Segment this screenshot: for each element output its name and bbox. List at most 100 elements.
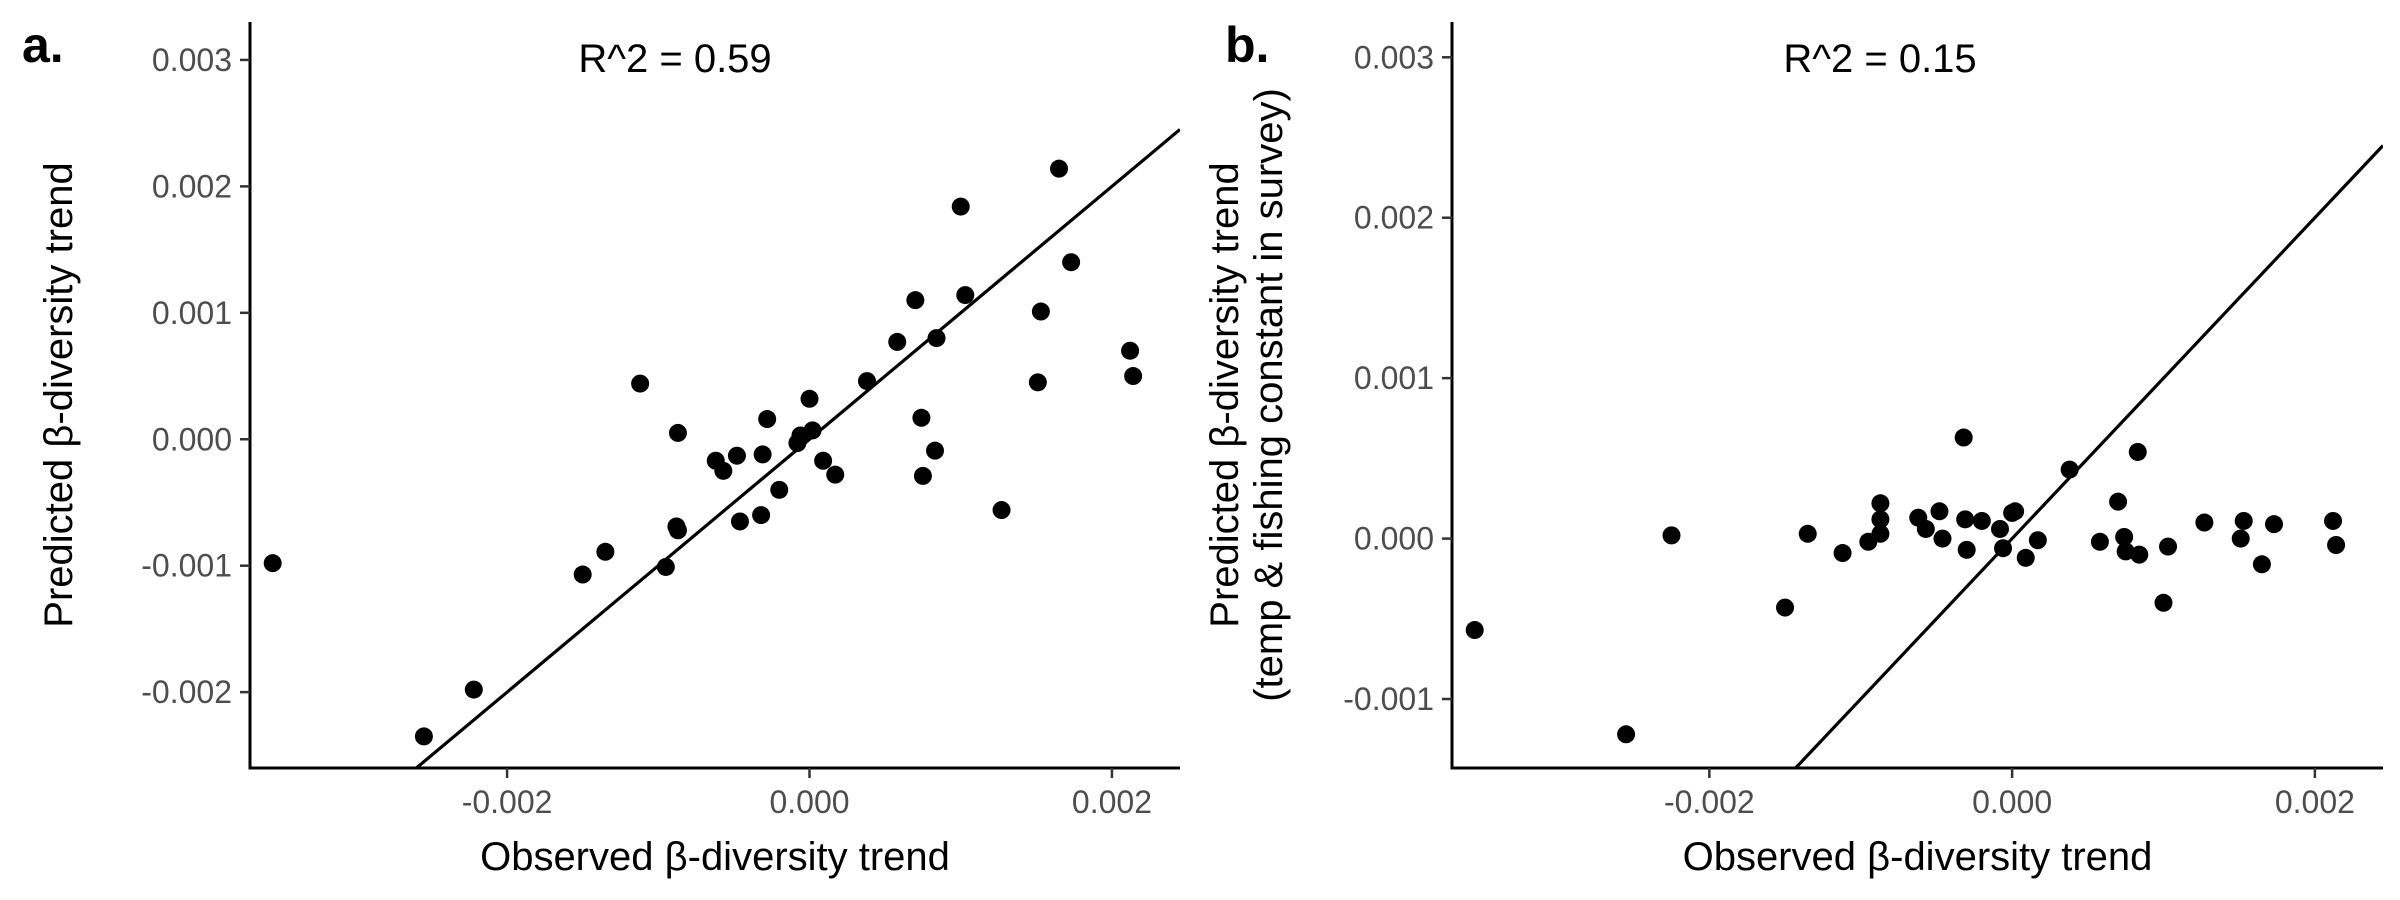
- data-point: [1031, 302, 1050, 321]
- data-point: [752, 506, 771, 525]
- identity-line: [1794, 144, 2383, 768]
- data-point: [1798, 524, 1817, 543]
- data-point: [913, 466, 932, 485]
- data-point: [1930, 502, 1949, 521]
- data-point: [714, 461, 733, 480]
- data-point: [2090, 532, 2109, 551]
- panel-a: -0.002 0.000 0.002 -0.002 -0.001 0.000 0.001 0.…: [22, 17, 1180, 879]
- data-point: [1776, 598, 1795, 617]
- data-point: [1062, 253, 1081, 272]
- data-point: [888, 332, 907, 351]
- y-axis-title-line: (temp & fishing constant in survey): [1247, 88, 1291, 702]
- data-point: [730, 512, 749, 531]
- data-point: [2006, 502, 2025, 521]
- data-point: [2130, 545, 2149, 564]
- x-tick-label: 0.000: [1972, 784, 2052, 820]
- data-point: [263, 554, 282, 573]
- x-tick-label: 0.002: [1072, 784, 1152, 820]
- data-point: [1972, 511, 1991, 530]
- data-point: [1956, 510, 1975, 529]
- x-axis-title: Observed β-diversity trend: [1683, 835, 2153, 879]
- data-point: [2327, 536, 2346, 555]
- data-point: [573, 565, 592, 584]
- data-point: [1124, 367, 1143, 386]
- data-point: [1121, 341, 1140, 360]
- data-point: [758, 410, 777, 429]
- data-point: [1833, 544, 1852, 563]
- data-point: [1954, 428, 1973, 447]
- data-point: [814, 451, 833, 470]
- y-tick-label: 0.003: [152, 42, 232, 78]
- data-point: [992, 501, 1011, 520]
- y-tick-label: -0.001: [141, 548, 232, 584]
- data-point: [2109, 492, 2128, 511]
- data-point: [2231, 529, 2250, 548]
- y-axis-title-line: Predicted β-diversity trend: [37, 162, 81, 627]
- data-point: [1991, 519, 2010, 538]
- x-tick-label: -0.002: [462, 784, 553, 820]
- data-point: [826, 465, 845, 484]
- y-tick-label: 0.000: [1354, 521, 1434, 557]
- data-point: [1617, 725, 1636, 744]
- data-point: [656, 557, 675, 576]
- data-point: [668, 423, 687, 442]
- data-point: [464, 680, 483, 699]
- y-tick-label: -0.002: [141, 674, 232, 710]
- data-point: [1050, 159, 1069, 178]
- data-point: [912, 408, 931, 427]
- data-point: [2060, 460, 2079, 479]
- y-tick-label: 0.002: [152, 168, 232, 204]
- data-point: [414, 727, 433, 746]
- data-point: [1871, 510, 1890, 529]
- panel-b: -0.002 0.000 0.002 -0.001 0.000 0.001 0.002 0.0…: [1203, 17, 2383, 879]
- data-point: [926, 441, 945, 460]
- data-point: [2016, 548, 2035, 567]
- data-point: [1871, 524, 1890, 543]
- data-point: [631, 374, 650, 393]
- data-point: [753, 445, 772, 464]
- data-point: [2324, 511, 2343, 530]
- data-point: [1871, 494, 1890, 513]
- data-point: [596, 542, 615, 561]
- data-point: [1957, 540, 1976, 559]
- panel-letter: a.: [22, 17, 64, 73]
- data-point: [2234, 511, 2253, 530]
- data-point: [800, 389, 819, 408]
- data-point: [1028, 373, 1047, 392]
- x-axis-title: Observed β-diversity trend: [480, 835, 950, 879]
- data-point: [2028, 531, 2047, 550]
- y-tick-label: 0.000: [152, 421, 232, 457]
- data-point: [1933, 529, 1952, 548]
- r-squared-label: R^2 = 0.59: [578, 37, 771, 81]
- x-tick-label: 0.002: [2275, 784, 2355, 820]
- y-axis-title: Predicted β-diversity trend: [37, 162, 81, 627]
- data-point: [1662, 526, 1681, 545]
- r-squared-label: R^2 = 0.15: [1783, 37, 1976, 81]
- y-tick-label: 0.003: [1354, 39, 1434, 75]
- data-point: [668, 521, 687, 540]
- y-axis-title-line: Predicted β-diversity trend: [1203, 162, 1247, 627]
- data-point: [927, 329, 946, 348]
- y-tick-label: 0.001: [152, 295, 232, 331]
- data-point: [727, 446, 746, 465]
- data-point: [857, 372, 876, 391]
- data-point: [2115, 527, 2134, 546]
- x-tick-label: 0.000: [769, 784, 849, 820]
- y-tick-label: 0.002: [1354, 200, 1434, 236]
- data-point: [1465, 621, 1484, 640]
- data-point: [1916, 519, 1935, 538]
- y-axis-title: Predicted β-diversity trend(temp & fishi…: [1203, 88, 1291, 702]
- data-point: [2128, 442, 2147, 461]
- x-tick-label: -0.002: [1664, 784, 1755, 820]
- data-point: [803, 421, 822, 440]
- data-point: [2154, 593, 2173, 612]
- data-point: [2159, 537, 2178, 556]
- data-point: [951, 197, 970, 216]
- y-tick-label: 0.001: [1354, 360, 1434, 396]
- data-point: [1994, 539, 2013, 558]
- data-point: [2116, 542, 2135, 561]
- data-point: [2252, 555, 2271, 574]
- data-point: [956, 286, 975, 305]
- data-point: [2195, 513, 2214, 532]
